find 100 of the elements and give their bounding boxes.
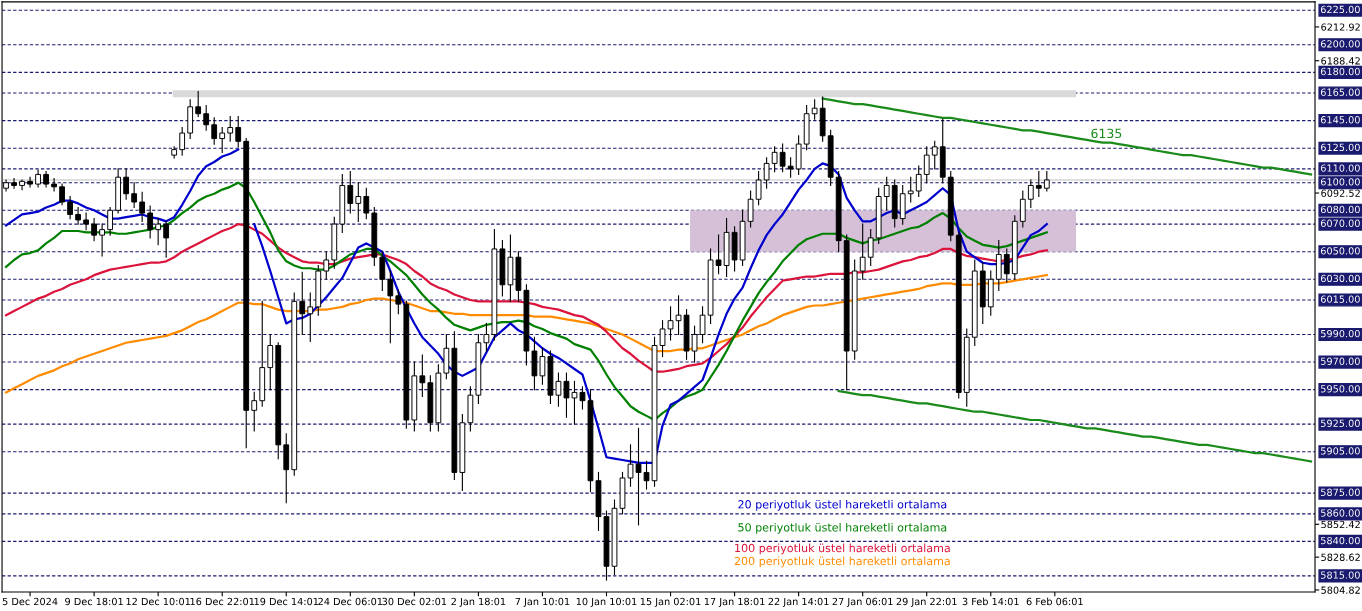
candlestick [363, 187, 370, 220]
candlestick [379, 251, 386, 291]
candlestick [91, 218, 97, 242]
candlestick [771, 146, 778, 173]
ref-line-label: 6110.00 [1320, 164, 1360, 172]
text: 50 periyotluk üstel hareketli ortalama [738, 522, 947, 534]
candlestick [51, 178, 57, 192]
x-tick-label: 6 Feb 06:01 [1026, 597, 1083, 606]
candlestick [755, 171, 762, 206]
candlestick [267, 333, 274, 391]
ref-line-label: 6030.00 [1320, 274, 1360, 283]
ref-line-label: 5990.00 [1321, 329, 1360, 338]
candlestick [219, 126, 226, 153]
candlestick [763, 157, 770, 189]
annotation: 6135 [1091, 128, 1122, 139]
text: 200 periyotluk üstel hareketli ortalama [734, 556, 950, 568]
candlestick [1003, 248, 1010, 283]
ref-line-label: 5815.00 [1321, 571, 1360, 579]
candlestick [227, 115, 234, 142]
candlestick [907, 176, 914, 203]
x-tick-label: 7 Jan 10:01 [515, 597, 570, 607]
candlestick [107, 206, 114, 236]
candlestick [811, 99, 818, 120]
candlestick [195, 91, 202, 118]
candlestick [75, 206, 81, 225]
ref-line-label: 5950.00 [1321, 385, 1360, 393]
candlestick [539, 347, 546, 385]
candlestick [123, 168, 130, 200]
ref-line-label: 6145.00 [1320, 116, 1360, 124]
candlestick [1043, 171, 1050, 192]
candlestick [779, 143, 786, 173]
x-tick-label: 19 Dec 14:01 [254, 597, 319, 606]
candlestick [1019, 190, 1026, 228]
candlestick [419, 354, 426, 398]
x-tick-label: 3 Feb 14:01 [962, 597, 1019, 606]
candlestick [355, 182, 362, 222]
candlestick [155, 218, 162, 246]
text: 100 periyotluk üstel hareketli ortalama [735, 543, 950, 555]
candlestick [1027, 179, 1034, 209]
candlestick [179, 126, 186, 156]
ref-line-label: 5840.00 [1321, 536, 1360, 545]
x-tick-label: 9 Dec 18:01 [65, 597, 123, 606]
candlestick [931, 140, 938, 170]
line-series [821, 97, 1313, 176]
candlestick [395, 289, 402, 315]
candlestick [83, 212, 89, 231]
candlestick [323, 251, 330, 280]
ref-line-label: 6225.00 [1320, 5, 1360, 14]
candlestick [883, 176, 890, 211]
x-tick-label: 30 Dec 02:01 [382, 597, 447, 606]
y-tick-label: 5852.42 [1321, 520, 1360, 529]
x-tick-label: 16 Dec 22:01 [190, 597, 254, 606]
x-tick-label: 24 Dec 06:01 [318, 597, 383, 606]
candlestick [11, 178, 17, 189]
ref-line-label: 6050.00 [1320, 247, 1360, 255]
y-tick-label: 6212.92 [1321, 23, 1360, 31]
candlestick [251, 391, 258, 432]
candlestick [483, 322, 490, 352]
line-series [837, 389, 1313, 463]
text: 20 periyotluk üstel hareketli ortalama [738, 499, 947, 511]
line-series [4, 181, 1048, 422]
candlestick [859, 223, 866, 280]
x-tick-label: 12 Dec 10:01 [126, 597, 190, 606]
candlestick [699, 306, 706, 344]
candlestick [163, 220, 170, 258]
ref-line-label: 6165.00 [1320, 88, 1360, 96]
ref-line-label: 6015.00 [1320, 295, 1360, 303]
x-tick-label: 17 Jan 18:01 [704, 597, 765, 607]
candlestick [1035, 171, 1042, 198]
candlestick [307, 292, 314, 342]
candlestick [27, 176, 33, 188]
line-series [4, 274, 1048, 394]
candlestick [299, 271, 306, 336]
candlestick [235, 115, 242, 148]
candlestick [131, 182, 138, 209]
y-tick-label: 5828.62 [1321, 553, 1360, 561]
candlestick [387, 270, 394, 344]
candlestick [787, 157, 794, 178]
candlestick [347, 171, 354, 214]
ref-line-label: 5925.00 [1321, 419, 1360, 427]
x-tick-label: 27 Jan 06:01 [832, 597, 893, 607]
y-tick-label: 6092.52 [1321, 189, 1360, 197]
candlestick [747, 190, 754, 228]
candlestick [59, 183, 65, 206]
ref-line-label: 5905.00 [1321, 447, 1360, 455]
x-tick-label: 15 Jan 02:01 [640, 597, 701, 607]
candlestick [715, 234, 722, 275]
ref-line-label: 6125.00 [1320, 143, 1360, 152]
ref-line-label: 6080.00 [1320, 205, 1360, 214]
candlestick [147, 205, 154, 239]
x-tick-label: 22 Jan 14:01 [768, 597, 829, 607]
x-tick-label: 5 Dec 2024 [2, 597, 58, 606]
ref-line-label: 6200.00 [1320, 40, 1360, 48]
y-tick-label: 6188.42 [1321, 57, 1360, 65]
candlestick [211, 117, 218, 145]
ref-line-label: 5860.00 [1321, 509, 1360, 517]
line-series [4, 222, 1048, 373]
ref-line-label: 5875.00 [1321, 488, 1360, 496]
candlestick [915, 165, 922, 198]
ref-line-label: 6070.00 [1320, 219, 1360, 227]
